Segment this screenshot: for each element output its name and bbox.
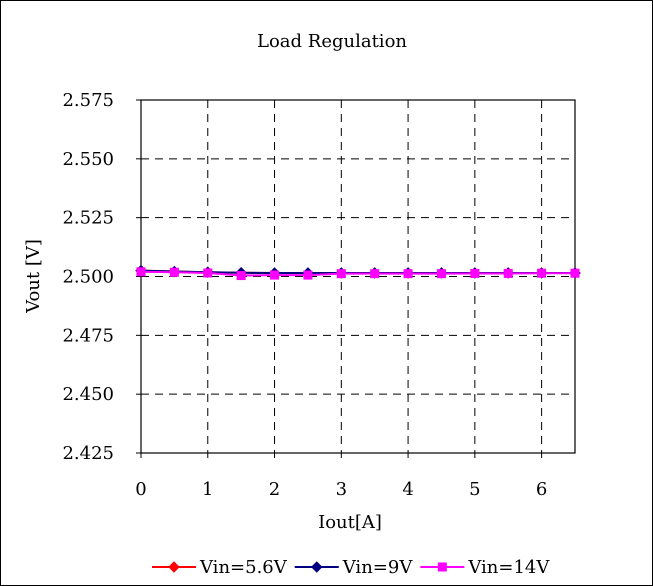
series-line bbox=[140, 270, 575, 277]
y-axis-label: Vout [V] bbox=[23, 239, 44, 314]
legend-label: Vin=14V bbox=[467, 557, 550, 578]
y-tick-label: 2.575 bbox=[62, 90, 114, 111]
x-tick-label: 6 bbox=[536, 479, 547, 500]
x-tick-label: 3 bbox=[336, 479, 347, 500]
data-point bbox=[403, 269, 413, 279]
data-point bbox=[303, 270, 313, 280]
x-tick-label: 0 bbox=[135, 479, 146, 500]
legend: Vin=5.6V Vin=9V Vin=14V bbox=[152, 557, 550, 578]
legend-item-1: Vin=5.6V bbox=[152, 557, 288, 578]
legend-label: Vin=9V bbox=[342, 557, 414, 578]
data-point bbox=[470, 268, 480, 278]
y-tick-label: 2.475 bbox=[62, 325, 114, 346]
data-point bbox=[537, 268, 547, 278]
data-point bbox=[336, 269, 346, 279]
x-tick-label: 1 bbox=[202, 479, 213, 500]
x-tick-label: 5 bbox=[469, 479, 480, 500]
data-point bbox=[436, 269, 446, 279]
data-point bbox=[136, 267, 146, 277]
data-point bbox=[203, 268, 213, 278]
y-tick-label: 2.550 bbox=[62, 149, 114, 170]
data-point bbox=[236, 271, 246, 281]
grid bbox=[141, 100, 575, 453]
data-point bbox=[169, 267, 179, 277]
x-axis-label: Iout[A] bbox=[318, 512, 382, 533]
legend-item-3: Vin=14V bbox=[420, 557, 550, 578]
x-tick-label: 4 bbox=[402, 479, 413, 500]
data-point bbox=[370, 269, 380, 279]
chart-title: Load Regulation bbox=[257, 31, 407, 52]
series-3 bbox=[136, 267, 580, 281]
legend-item-2: Vin=9V bbox=[294, 557, 414, 578]
x-axis-ticks: 0 1 2 3 4 5 6 bbox=[135, 453, 547, 500]
legend-marker bbox=[311, 561, 323, 573]
data-point bbox=[270, 270, 280, 280]
y-tick-label: 2.425 bbox=[62, 443, 114, 464]
data-point bbox=[503, 268, 513, 278]
y-axis-ticks: 2.425 2.450 2.475 2.500 2.525 2.550 2.575 bbox=[62, 90, 141, 464]
x-tick-label: 2 bbox=[269, 479, 280, 500]
series-group bbox=[135, 264, 581, 281]
y-tick-label: 2.525 bbox=[62, 208, 114, 229]
legend-label: Vin=5.6V bbox=[199, 557, 288, 578]
y-tick-label: 2.450 bbox=[62, 384, 114, 405]
legend-marker bbox=[437, 562, 447, 572]
data-point bbox=[570, 268, 580, 278]
y-tick-label: 2.500 bbox=[62, 267, 114, 288]
legend-marker bbox=[168, 561, 180, 573]
